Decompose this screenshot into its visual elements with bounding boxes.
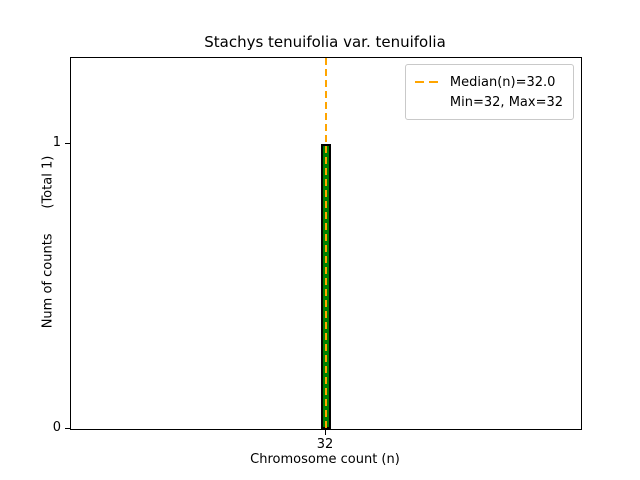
median-line [325, 58, 327, 429]
y-tick-mark [65, 142, 70, 144]
y-tick-mark [65, 428, 70, 429]
x-axis-label: Chromosome count (n) [250, 452, 400, 467]
legend-item-minmax: Min=32, Max=32 [449, 94, 563, 110]
x-tick-label: 32 [316, 437, 334, 452]
y-axis-label: Num of counts (Total 1) [40, 155, 56, 329]
x-tick-mark [325, 430, 326, 435]
legend-row-median: Median(n)=32.0 [414, 72, 563, 92]
legend-row-minmax: Min=32, Max=32 [415, 92, 563, 112]
legend: Median(n)=32.0 Min=32, Max=32 [404, 64, 574, 120]
y-tick-label: 0 [52, 420, 61, 435]
legend-sample-spacer [415, 101, 442, 103]
plot-area: Median(n)=32.0 Min=32, Max=32 [70, 57, 582, 430]
median-dashed-line-sample [414, 81, 442, 83]
chart-title: Stachys tenuifolia var. tenuifolia [204, 33, 446, 51]
legend-item-median: Median(n)=32.0 [449, 74, 556, 90]
y-tick-label: 1 [52, 134, 61, 150]
